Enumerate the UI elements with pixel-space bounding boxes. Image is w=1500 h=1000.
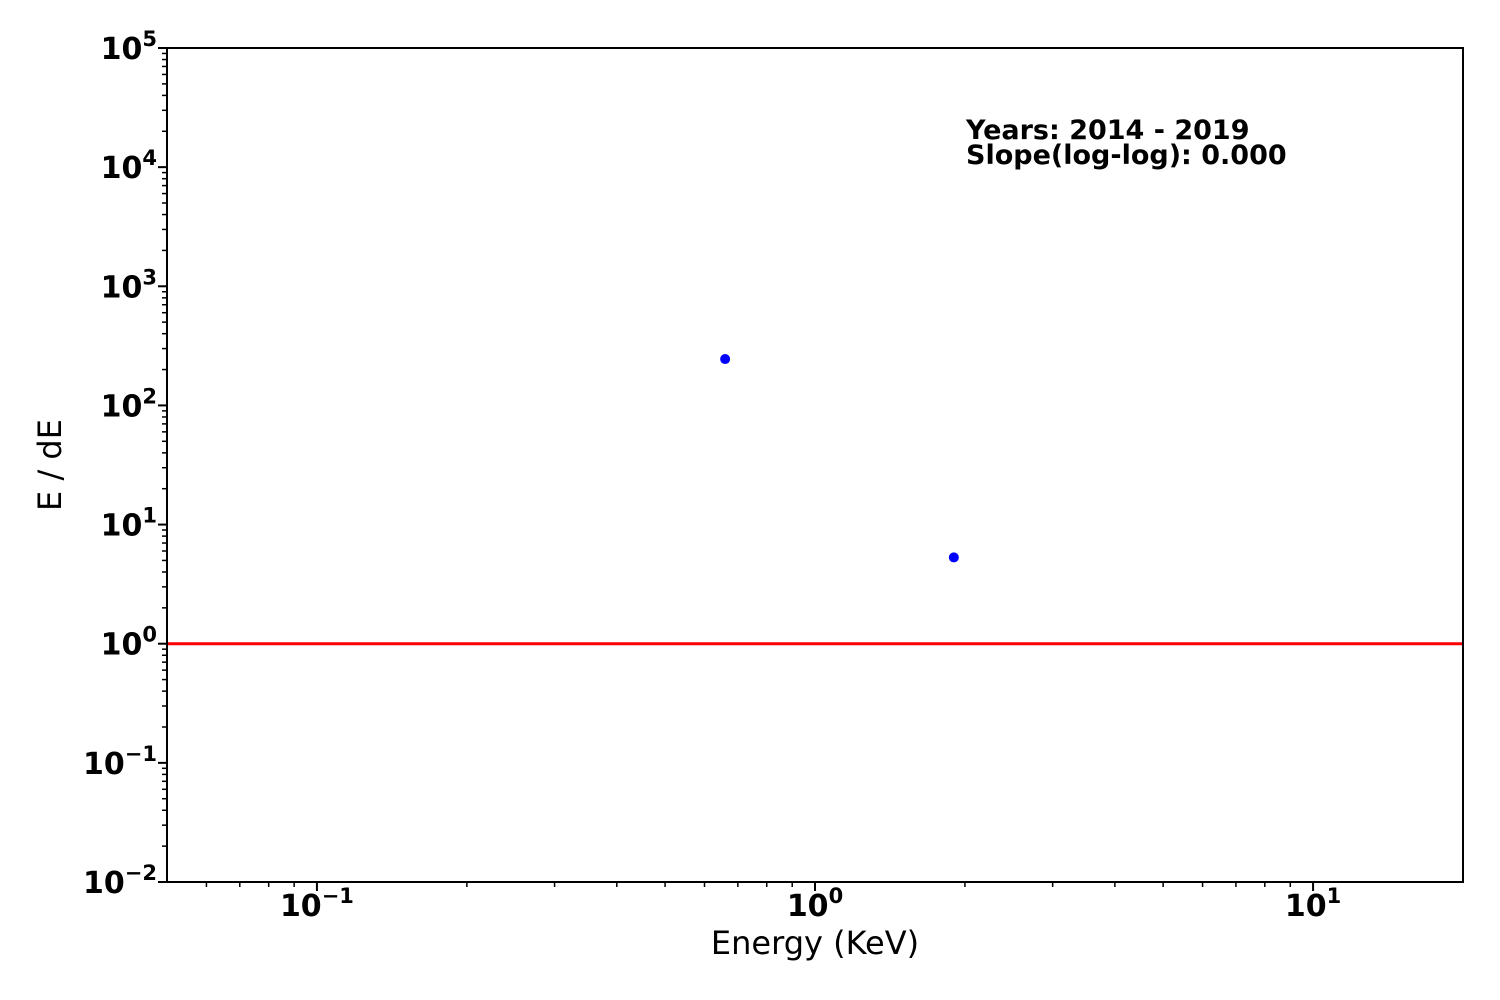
y-tick-label: 10−2 [83, 861, 157, 901]
y-tick-label: 105 [101, 27, 157, 67]
plot-border [166, 47, 1464, 883]
annotation-years-line: Years: 2014 - 2019 [966, 115, 1250, 146]
x-tick-label: 10−1 [280, 884, 354, 924]
annotation-slope-line: Slope(log-log): 0.000 [966, 140, 1287, 171]
y-tick-label: 103 [101, 265, 157, 305]
x-tick-label: 101 [1285, 884, 1341, 924]
y-tick-label: 104 [101, 146, 157, 186]
y-tick-label: 100 [101, 623, 157, 663]
data-point [948, 552, 959, 563]
x-axis-label: Energy (KeV) [710, 924, 920, 962]
y-tick-label: 10−1 [83, 742, 157, 782]
annotation: Years: 2014 - 2019 Slope(log-log): 0.000 [966, 115, 1287, 171]
y-axis-label: E / dE [31, 419, 69, 511]
data-point [720, 354, 731, 365]
y-tick-label: 101 [101, 504, 157, 544]
y-tick-label: 102 [101, 384, 157, 424]
x-tick-label: 100 [787, 884, 843, 924]
